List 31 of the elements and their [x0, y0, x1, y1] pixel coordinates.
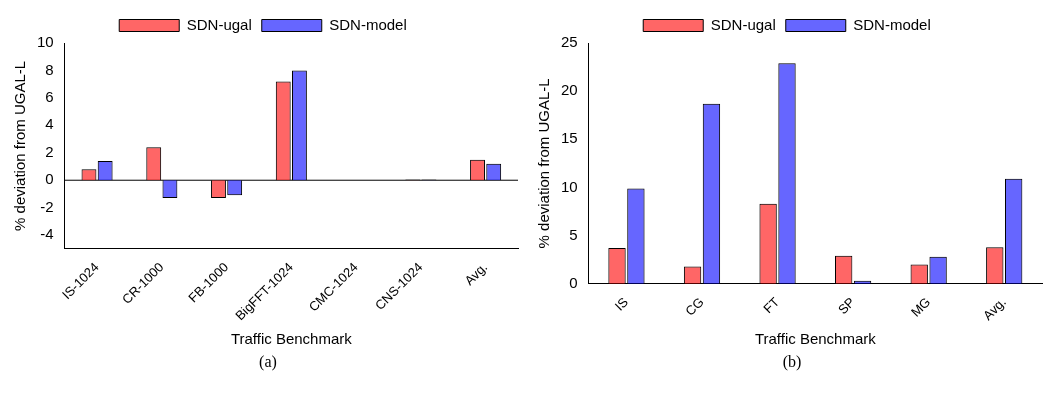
y-axis-title: % deviation from UGAL-L [11, 60, 29, 231]
legend-label: SDN-model [853, 15, 931, 33]
y-tick-label: -2 [40, 197, 54, 215]
legend-label: SDN-model [329, 15, 407, 33]
y-axis-title: % deviation from UGAL-L [535, 78, 553, 249]
x-tick-label: MG [907, 294, 934, 320]
x-tick-label: Avg. [461, 259, 491, 289]
y-tick-label: 4 [45, 115, 54, 133]
y-tick-label: 8 [45, 60, 54, 78]
y-tick-label: 20 [561, 81, 578, 99]
y-tick-label: 2 [45, 142, 54, 160]
y-tick-label: -4 [40, 225, 54, 243]
x-tick-label: FT [760, 294, 783, 317]
text: (a) [258, 353, 278, 371]
x-tick-label: IS [611, 294, 632, 314]
y-tick-label: 15 [561, 129, 578, 147]
x-tick-label: Avg. [980, 294, 1009, 324]
legend-label: SDN-ugal [186, 15, 252, 33]
y-tick-label: 10 [37, 33, 54, 51]
text: (b) [781, 353, 803, 371]
legend-label: SDN-ugal [710, 15, 776, 33]
x-tick-label: CG [682, 294, 707, 319]
y-tick-label: 10 [561, 177, 578, 195]
x-tick-label: SP [834, 294, 858, 318]
x-axis-title: Traffic Benchmark [230, 330, 353, 348]
y-tick-label: 5 [569, 225, 578, 243]
y-tick-label: 6 [45, 88, 54, 106]
x-axis-title: Traffic Benchmark [754, 330, 877, 348]
y-tick-label: 0 [569, 273, 578, 291]
y-tick-label: 0 [45, 170, 54, 188]
y-tick-label: 25 [561, 33, 578, 51]
